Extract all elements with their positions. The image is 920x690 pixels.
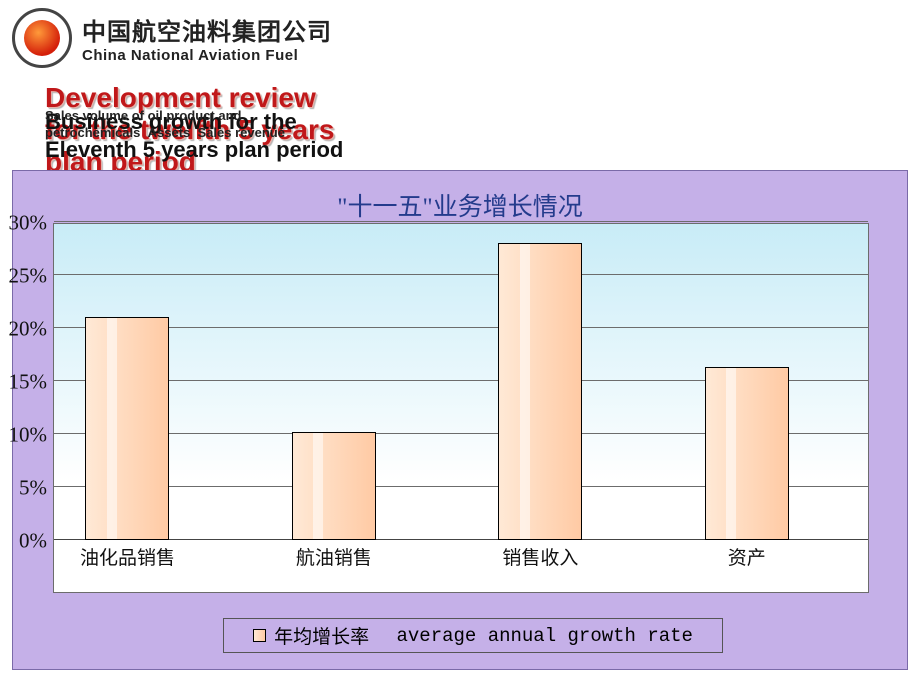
title-small: Sales volume of oil product and petroche… <box>45 108 285 142</box>
legend-label-en: average annual growth rate <box>396 625 692 647</box>
small-c: Assets <box>148 125 191 140</box>
y-tick-label: 15% <box>9 370 48 395</box>
chart-container: "十一五"业务增长情况 0%5%10%15%20%25%30% 油化品销售航油销… <box>12 170 908 670</box>
bar-shine <box>313 433 323 539</box>
logo-inner-icon <box>24 20 60 56</box>
gridline <box>54 221 868 222</box>
y-tick-label: 5% <box>19 476 47 501</box>
slide: 中国航空油料集团公司 China National Aviation Fuel … <box>0 0 920 690</box>
x-tick-label: 销售收入 <box>450 543 630 570</box>
x-tick-label: 航油销售 <box>244 543 424 570</box>
company-name-cn: 中国航空油料集团公司 <box>82 12 332 47</box>
logo-block: 中国航空油料集团公司 China National Aviation Fuel <box>12 8 332 68</box>
bar <box>498 243 582 540</box>
gridline <box>54 274 868 275</box>
bar-shine <box>107 318 117 539</box>
small-d: Sales revenue <box>197 125 284 140</box>
bar <box>292 432 376 540</box>
bar-shine <box>520 244 530 539</box>
y-axis-labels: 0%5%10%15%20%25%30% <box>13 223 51 593</box>
small-b: petrochemicals <box>45 125 140 140</box>
logo-text: 中国航空油料集团公司 China National Aviation Fuel <box>82 12 332 64</box>
small-a: Sales volume of oil product and <box>45 108 241 123</box>
x-tick-label: 资产 <box>657 543 837 570</box>
x-tick-label: 油化品销售 <box>37 543 217 570</box>
y-tick-label: 20% <box>9 317 48 342</box>
legend-swatch <box>253 629 266 642</box>
bar <box>85 317 169 540</box>
chart-title: "十一五"业务增长情况 <box>13 187 907 223</box>
y-tick-label: 30% <box>9 211 48 236</box>
bar <box>705 367 789 540</box>
company-name-en: China National Aviation Fuel <box>82 47 332 64</box>
legend-label-cn: 年均增长率 <box>274 622 369 649</box>
gridline <box>54 327 868 328</box>
y-tick-label: 10% <box>9 423 48 448</box>
legend: 年均增长率 average annual growth rate <box>223 618 723 653</box>
plot-area: 油化品销售航油销售销售收入资产 <box>53 223 869 593</box>
bar-shine <box>726 368 736 539</box>
logo-icon <box>12 8 72 68</box>
y-tick-label: 25% <box>9 264 48 289</box>
title-block: Development review for the twelfth 5 yea… <box>45 82 565 179</box>
